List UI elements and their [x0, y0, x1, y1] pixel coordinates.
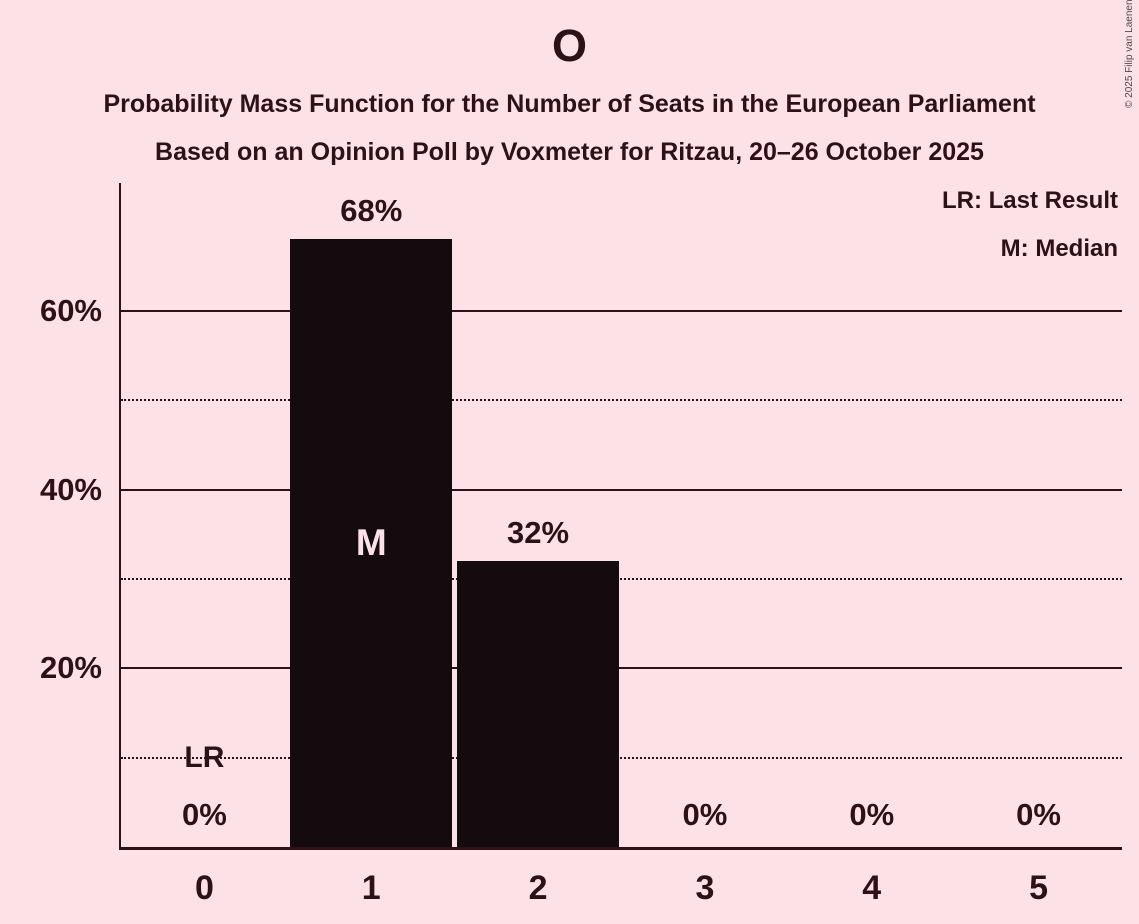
gridline-solid-40	[121, 488, 1122, 491]
legend-last-result: LR: Last Result	[941, 187, 1118, 214]
x-axis-label-0: 0	[194, 869, 214, 907]
gridline-dotted-50	[121, 399, 1122, 402]
chart-subtitle-2: Based on an Opinion Poll by Voxmeter for…	[155, 138, 984, 166]
value-label-5: 0%	[1016, 797, 1061, 832]
chart-subtitle-1: Probability Mass Function for the Number…	[103, 90, 1036, 118]
legend-median: M: Median	[1000, 235, 1118, 262]
bar-2	[457, 561, 620, 847]
x-axis-label-5: 5	[1029, 869, 1049, 907]
y-axis-label-40: 40%	[39, 471, 102, 507]
bar-1	[290, 239, 453, 847]
gridline-dotted-10	[121, 756, 1122, 759]
median-marker: M	[355, 522, 387, 564]
gridline-solid-20	[121, 667, 1122, 670]
gridline-dotted-30	[121, 577, 1122, 580]
x-axis-label-1: 1	[361, 869, 381, 907]
value-label-0: 0%	[182, 797, 227, 832]
value-label-3: 0%	[682, 797, 728, 832]
gridline-solid-60	[121, 309, 1122, 312]
value-label-4: 0%	[849, 797, 895, 832]
last-result-marker: LR	[184, 740, 225, 774]
x-axis-label-3: 3	[695, 869, 715, 907]
plot-area: 20% 40% 60% 0% 0 68% 1 32% 2 0% 3 0% 4 0% 5 LR M	[40, 183, 1122, 907]
value-label-1: 68%	[340, 193, 403, 229]
chart-title: O	[551, 20, 587, 71]
value-label-2: 32%	[507, 515, 570, 551]
y-axis-label-60: 60%	[39, 292, 102, 328]
y-axis-label-20: 20%	[39, 650, 102, 686]
copyright-notice: © 2025 Filip van Laenen	[1124, 0, 1135, 108]
x-axis-label-2: 2	[528, 869, 548, 907]
x-axis-label-4: 4	[862, 869, 882, 907]
